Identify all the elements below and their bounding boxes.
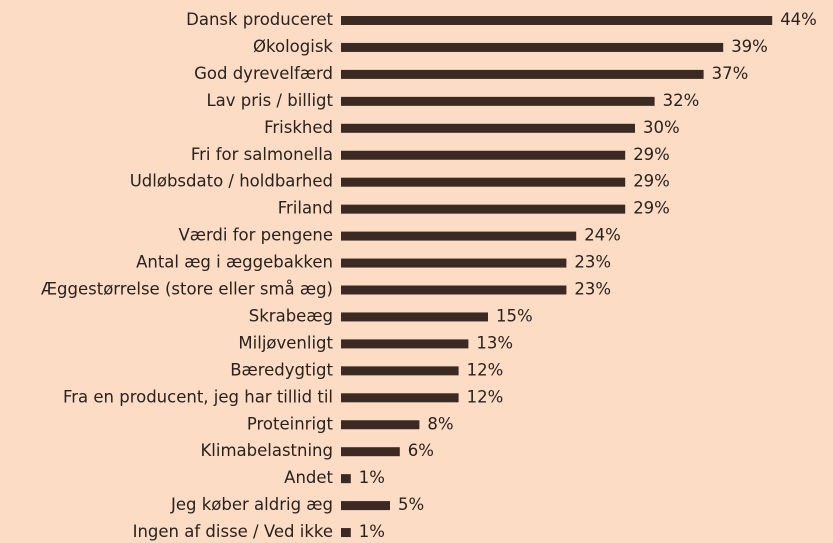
category-label: Antal æg i æggebakken [136, 253, 333, 272]
value-label: 30% [643, 118, 680, 137]
category-label: Værdi for pengene [178, 226, 333, 245]
category-label: Jeg køber aldrig æg [170, 495, 333, 514]
value-label: 1% [359, 468, 385, 487]
value-label: 12% [467, 387, 504, 406]
value-label: 39% [731, 37, 768, 56]
category-label: Dansk produceret [186, 10, 333, 29]
category-label: Skrabeæg [249, 306, 333, 325]
category-label: Ingen af disse / Ved ikke [133, 522, 333, 541]
category-label: Fri for salmonella [191, 145, 333, 164]
bar [341, 528, 351, 538]
category-label: Klimabelastning [200, 441, 333, 460]
value-label: 44% [780, 10, 817, 29]
value-label: 29% [633, 172, 670, 191]
value-label: 13% [476, 333, 513, 352]
value-label: 5% [398, 495, 424, 514]
category-label: Udløbsdato / holdbarhed [130, 172, 333, 191]
value-label: 23% [574, 253, 611, 272]
bar [341, 393, 459, 403]
value-label: 37% [712, 64, 749, 83]
bar [341, 96, 655, 106]
bar [341, 258, 567, 268]
category-label: Økologisk [253, 37, 333, 56]
bar [341, 204, 626, 214]
value-label: 15% [496, 306, 533, 325]
bar [341, 177, 626, 187]
category-label: Friskhed [264, 118, 333, 137]
value-label: 6% [408, 441, 434, 460]
bar [341, 501, 390, 511]
bar [341, 123, 635, 133]
value-label: 1% [359, 522, 385, 541]
value-label: 29% [633, 199, 670, 218]
bar [341, 285, 567, 295]
bar [341, 447, 400, 457]
bar [341, 69, 704, 79]
value-label: 32% [663, 91, 700, 110]
bar [341, 42, 724, 52]
bar [341, 16, 773, 25]
category-label: Bæredygtigt [230, 360, 333, 379]
category-label: Friland [278, 199, 333, 218]
value-label: 29% [633, 145, 670, 164]
category-label: Miljøvenligt [238, 333, 333, 352]
value-label: 23% [574, 280, 611, 299]
bar [341, 150, 626, 160]
bar [341, 312, 488, 322]
bar [341, 231, 577, 241]
category-label: Fra en producent, jeg har tillid til [63, 387, 333, 406]
value-label: 24% [584, 226, 621, 245]
category-label: Æggestørrelse (store eller små æg) [41, 280, 333, 299]
category-label: Proteinrigt [247, 414, 334, 433]
category-label: God dyrevelfærd [194, 64, 333, 83]
category-label: Andet [284, 468, 333, 487]
bar [341, 420, 420, 430]
value-label: 12% [467, 360, 504, 379]
category-label: Lav pris / billigt [206, 91, 333, 110]
bar [341, 366, 459, 376]
value-label: 8% [427, 414, 453, 433]
bar [341, 339, 469, 349]
bar [341, 474, 351, 484]
